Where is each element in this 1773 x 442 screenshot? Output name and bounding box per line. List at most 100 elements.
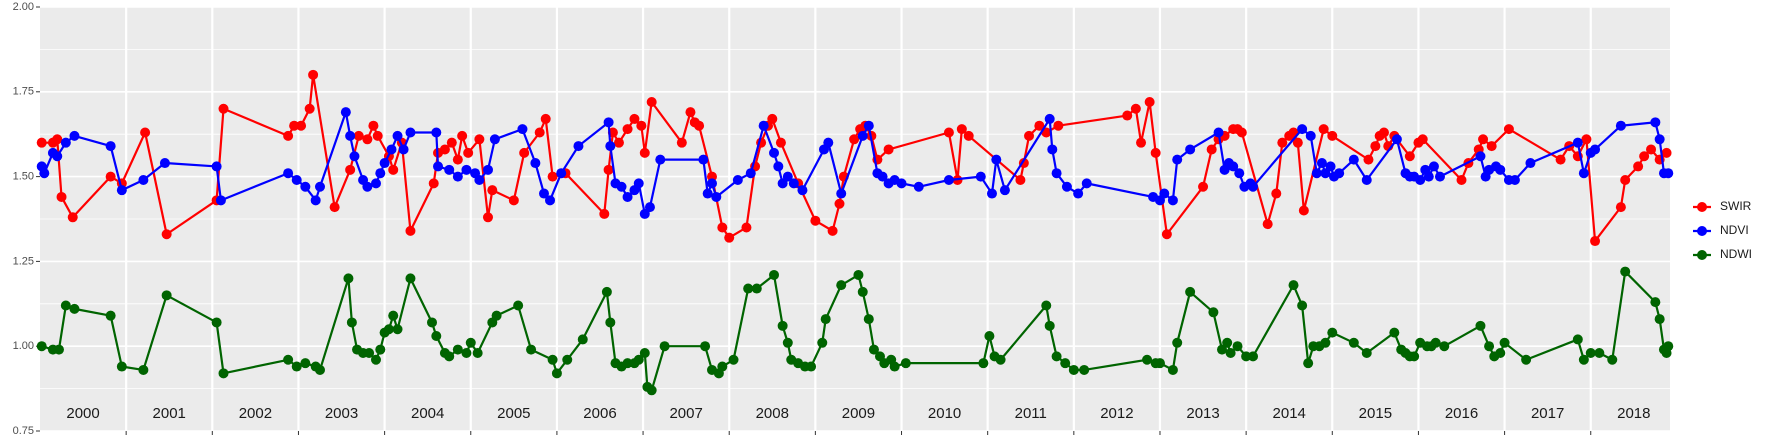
point <box>1607 354 1618 365</box>
series <box>36 107 1674 219</box>
point <box>1594 347 1605 358</box>
point <box>999 185 1010 196</box>
point <box>308 69 319 80</box>
point <box>291 361 302 372</box>
point <box>491 310 502 321</box>
point <box>1409 351 1420 362</box>
point <box>452 344 463 355</box>
point <box>1572 334 1583 345</box>
point <box>159 158 170 169</box>
y-tick-label: 0.75 <box>13 425 34 437</box>
point <box>1370 141 1381 152</box>
point <box>383 324 394 335</box>
point <box>836 188 847 199</box>
point <box>1663 168 1674 179</box>
point <box>1154 358 1165 369</box>
point <box>353 130 364 141</box>
point <box>1509 174 1520 185</box>
point <box>711 191 722 202</box>
point <box>340 107 351 118</box>
point <box>1288 280 1299 291</box>
point <box>1248 351 1259 362</box>
point <box>1348 154 1359 165</box>
point <box>639 208 650 219</box>
point <box>526 344 537 355</box>
point <box>702 188 713 199</box>
point <box>605 141 616 152</box>
point <box>346 317 357 328</box>
point <box>1044 320 1055 331</box>
point <box>1225 347 1236 358</box>
point <box>211 161 222 172</box>
point <box>465 337 476 348</box>
point <box>1024 130 1035 141</box>
year-label: 2011 <box>1015 405 1047 422</box>
point <box>283 130 294 141</box>
point <box>513 300 524 311</box>
point <box>868 344 879 355</box>
point <box>161 229 172 240</box>
point <box>943 127 954 138</box>
point <box>1232 341 1243 352</box>
y-tick-label: 1.00 <box>13 340 34 352</box>
legend-marker <box>1697 226 1707 236</box>
point <box>1654 134 1665 145</box>
year-label: 2014 <box>1273 405 1306 422</box>
point <box>431 331 442 342</box>
point <box>943 174 954 185</box>
point <box>1142 354 1153 365</box>
year-label: 2001 <box>153 405 186 422</box>
point <box>1068 364 1079 375</box>
point <box>52 134 63 145</box>
point <box>439 144 450 155</box>
point <box>1581 134 1592 145</box>
point <box>1423 171 1434 182</box>
point <box>105 310 116 321</box>
point <box>639 347 650 358</box>
point <box>636 120 647 131</box>
point <box>482 212 493 223</box>
point <box>1646 144 1657 155</box>
point <box>751 283 762 294</box>
point <box>1150 147 1161 158</box>
year-label: 2012 <box>1100 405 1133 422</box>
point <box>547 354 558 365</box>
point <box>724 232 735 243</box>
point <box>1015 174 1026 185</box>
point <box>1144 96 1155 107</box>
point <box>36 137 47 148</box>
year-label: 2016 <box>1445 405 1478 422</box>
point <box>773 161 784 172</box>
point <box>706 178 717 189</box>
point <box>1361 347 1372 358</box>
point <box>461 164 472 175</box>
point <box>1208 307 1219 318</box>
legend-marker <box>1697 250 1707 260</box>
point <box>685 107 696 118</box>
point <box>622 191 633 202</box>
point <box>820 314 831 325</box>
point <box>1663 341 1674 352</box>
point <box>633 354 644 365</box>
point <box>777 320 788 331</box>
point <box>314 181 325 192</box>
point <box>853 269 864 280</box>
point <box>405 273 416 284</box>
point <box>1555 154 1566 165</box>
point <box>116 361 127 372</box>
year-label: 2010 <box>928 405 961 422</box>
point <box>291 174 302 185</box>
point <box>629 113 640 124</box>
point <box>834 198 845 209</box>
point <box>60 300 71 311</box>
point <box>300 181 311 192</box>
point <box>398 144 409 155</box>
point <box>1417 134 1428 145</box>
point <box>1303 358 1314 369</box>
point <box>452 171 463 182</box>
point <box>1327 130 1338 141</box>
point <box>622 124 633 135</box>
point <box>1495 164 1506 175</box>
point <box>1620 266 1631 277</box>
point <box>601 286 612 297</box>
